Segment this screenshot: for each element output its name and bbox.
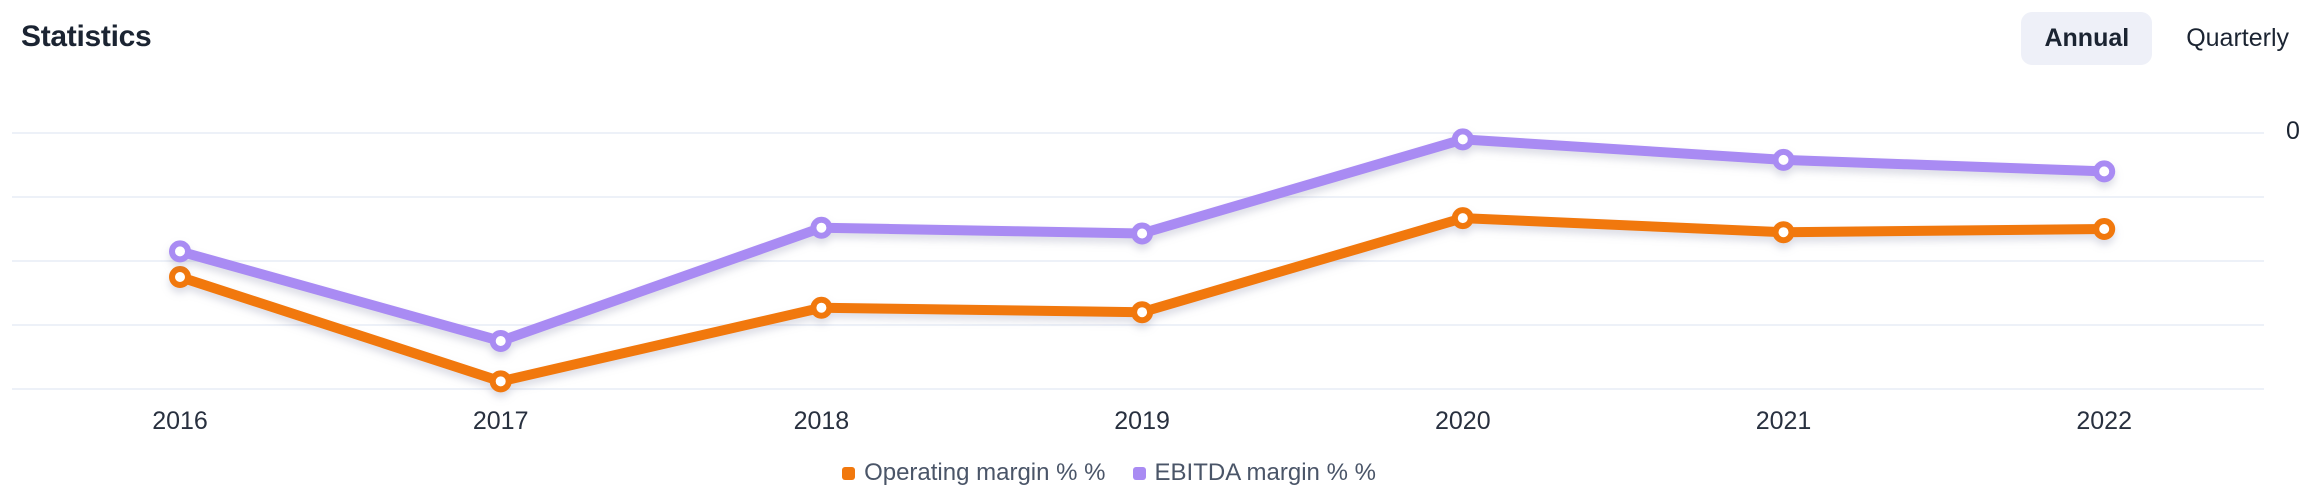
legend-label: Operating margin % % [864,459,1106,486]
data-point-marker[interactable] [1772,148,1795,171]
data-point-marker[interactable] [1451,128,1474,151]
data-point-marker[interactable] [1131,222,1154,245]
x-axis-label: 2021 [1755,407,1812,435]
header: Statistics Annual Quarterly [0,0,2324,65]
x-axis-label: 2019 [1114,407,1170,435]
gridlines [12,132,2264,390]
data-point-marker[interactable] [2093,218,2116,240]
data-point-marker[interactable] [169,266,191,288]
data-point-marker[interactable] [810,296,833,319]
legend-item-operating-margin: Operating margin % % [842,459,1106,487]
ebitda-margin-swatch-icon [1132,466,1146,480]
x-axis-label: 2016 [152,407,208,435]
legend-label: EBITDA margin % % [1154,459,1376,486]
x-axis-label: 2018 [793,407,850,435]
data-point-marker[interactable] [1451,207,1474,230]
data-point-marker[interactable] [1131,301,1154,324]
chart-legend: Operating margin % % EBITDA margin % % [0,459,2218,487]
data-point-marker[interactable] [489,370,512,393]
x-axis-label: 2020 [1434,407,1491,435]
data-point-marker[interactable] [1772,221,1795,244]
page-title: Statistics [21,20,152,53]
operating-margin-swatch-icon [842,466,856,480]
data-point-marker[interactable] [169,240,191,263]
series-operating-margin- [169,207,2116,393]
x-axis-label: 2022 [2076,407,2132,435]
data-point-marker[interactable] [810,216,833,239]
x-axis-label: 2017 [472,407,529,435]
series-ebitda-margin- [169,128,2116,352]
period-toggle-group: Annual Quarterly [2021,12,2293,65]
quarterly-toggle-button[interactable]: Quarterly [2182,12,2293,65]
y-axis-zero-tick: 0 [2286,117,2300,145]
data-point-marker[interactable] [489,330,512,352]
data-point-marker[interactable] [2093,160,2116,183]
legend-item-ebitda-margin: EBITDA margin % % [1132,459,1376,487]
annual-toggle-button[interactable]: Annual [2021,12,2153,65]
